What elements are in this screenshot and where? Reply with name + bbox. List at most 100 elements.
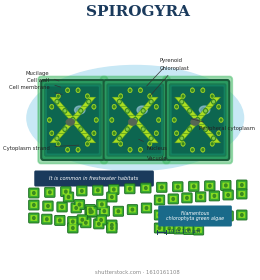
FancyBboxPatch shape <box>82 220 89 226</box>
Text: Peripheral cytoplasm: Peripheral cytoplasm <box>191 119 255 130</box>
Polygon shape <box>58 106 72 115</box>
Text: SPIROGYRA: SPIROGYRA <box>86 5 190 19</box>
FancyBboxPatch shape <box>93 185 103 195</box>
Circle shape <box>210 141 214 146</box>
FancyBboxPatch shape <box>129 207 136 213</box>
Text: Pyrenoid: Pyrenoid <box>147 57 183 86</box>
FancyBboxPatch shape <box>34 171 154 186</box>
Circle shape <box>174 104 179 109</box>
FancyBboxPatch shape <box>107 220 117 230</box>
FancyBboxPatch shape <box>196 213 206 223</box>
FancyBboxPatch shape <box>77 186 87 196</box>
FancyBboxPatch shape <box>65 194 72 200</box>
Circle shape <box>117 210 120 213</box>
FancyBboxPatch shape <box>99 206 109 216</box>
Circle shape <box>227 193 229 196</box>
Circle shape <box>204 127 207 131</box>
FancyBboxPatch shape <box>238 182 245 188</box>
Circle shape <box>88 137 90 139</box>
Circle shape <box>176 106 177 108</box>
Circle shape <box>197 119 198 121</box>
Circle shape <box>113 188 115 191</box>
FancyBboxPatch shape <box>79 217 86 223</box>
Polygon shape <box>175 97 189 106</box>
FancyBboxPatch shape <box>107 223 117 233</box>
Circle shape <box>227 214 229 217</box>
FancyBboxPatch shape <box>47 87 99 153</box>
Text: shutterstock.com · 1610161108: shutterstock.com · 1610161108 <box>95 269 180 274</box>
Circle shape <box>87 143 88 145</box>
Circle shape <box>85 141 90 146</box>
FancyBboxPatch shape <box>61 186 71 197</box>
FancyBboxPatch shape <box>85 204 95 214</box>
FancyBboxPatch shape <box>126 186 133 192</box>
Circle shape <box>67 196 70 199</box>
Circle shape <box>138 147 143 152</box>
Circle shape <box>56 101 58 103</box>
Circle shape <box>213 195 216 197</box>
Circle shape <box>112 104 116 109</box>
Circle shape <box>125 127 129 131</box>
Polygon shape <box>66 115 80 125</box>
FancyBboxPatch shape <box>87 209 94 215</box>
FancyBboxPatch shape <box>107 192 117 202</box>
FancyBboxPatch shape <box>154 195 165 205</box>
Circle shape <box>142 128 144 130</box>
Circle shape <box>129 149 131 151</box>
Circle shape <box>92 104 96 109</box>
Circle shape <box>174 131 179 136</box>
FancyBboxPatch shape <box>166 80 229 160</box>
FancyBboxPatch shape <box>110 186 117 192</box>
FancyBboxPatch shape <box>172 87 224 153</box>
Polygon shape <box>144 134 158 143</box>
Circle shape <box>125 109 129 113</box>
FancyBboxPatch shape <box>223 211 233 221</box>
Circle shape <box>46 218 48 221</box>
Circle shape <box>56 141 60 146</box>
Circle shape <box>182 95 184 97</box>
FancyBboxPatch shape <box>107 84 163 156</box>
Circle shape <box>100 219 102 221</box>
Circle shape <box>190 88 194 93</box>
FancyBboxPatch shape <box>88 209 95 215</box>
Circle shape <box>225 184 227 187</box>
FancyBboxPatch shape <box>30 202 37 208</box>
FancyBboxPatch shape <box>158 206 232 227</box>
Circle shape <box>181 141 185 146</box>
Polygon shape <box>128 115 142 125</box>
FancyBboxPatch shape <box>109 185 119 195</box>
FancyBboxPatch shape <box>209 212 220 222</box>
FancyBboxPatch shape <box>221 180 231 190</box>
Ellipse shape <box>128 118 137 125</box>
Circle shape <box>65 190 67 193</box>
Circle shape <box>88 101 90 103</box>
Circle shape <box>186 197 188 199</box>
Circle shape <box>180 99 184 104</box>
Circle shape <box>202 89 204 91</box>
Polygon shape <box>58 125 72 134</box>
Circle shape <box>58 219 61 222</box>
Polygon shape <box>112 134 126 143</box>
FancyBboxPatch shape <box>156 212 163 218</box>
Circle shape <box>55 136 59 141</box>
Circle shape <box>205 128 206 130</box>
Circle shape <box>220 119 222 121</box>
Polygon shape <box>199 125 213 134</box>
Circle shape <box>196 118 199 122</box>
Circle shape <box>49 119 50 121</box>
Circle shape <box>155 106 157 108</box>
Polygon shape <box>50 97 64 106</box>
Circle shape <box>110 118 114 123</box>
Circle shape <box>57 143 59 145</box>
Circle shape <box>128 147 132 152</box>
Polygon shape <box>136 125 150 134</box>
Circle shape <box>119 94 123 99</box>
Circle shape <box>172 118 176 123</box>
FancyBboxPatch shape <box>197 194 204 200</box>
FancyBboxPatch shape <box>184 225 194 235</box>
Circle shape <box>178 228 180 230</box>
Circle shape <box>201 88 205 93</box>
Circle shape <box>199 216 202 219</box>
Circle shape <box>128 88 132 93</box>
FancyBboxPatch shape <box>174 224 184 234</box>
